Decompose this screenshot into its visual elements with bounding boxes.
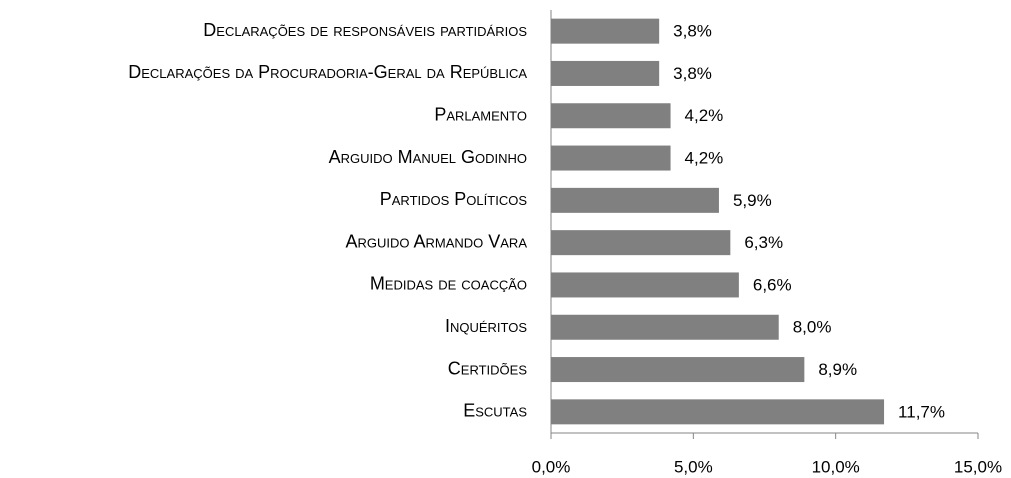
x-tick-label: 0,0% bbox=[532, 457, 571, 476]
bar bbox=[551, 314, 779, 340]
data-label: 8,9% bbox=[818, 360, 857, 379]
bar bbox=[551, 357, 805, 383]
category-label: Declarações de responsáveis partidários bbox=[203, 20, 527, 40]
bar bbox=[551, 399, 885, 425]
x-tick-label: 15,0% bbox=[954, 457, 1002, 476]
bar bbox=[551, 272, 739, 298]
category-label: Inquéritos bbox=[445, 316, 527, 336]
data-label: 3,8% bbox=[673, 22, 712, 41]
bar bbox=[551, 18, 660, 44]
data-label: 5,9% bbox=[733, 191, 772, 210]
bar bbox=[551, 230, 731, 256]
bar bbox=[551, 103, 671, 129]
x-tick-label: 10,0% bbox=[812, 457, 860, 476]
bar bbox=[551, 60, 660, 86]
data-label: 8,0% bbox=[793, 318, 832, 337]
category-label: Certidões bbox=[448, 358, 528, 378]
x-tick-label: 5,0% bbox=[674, 457, 713, 476]
data-label: 3,8% bbox=[673, 64, 712, 83]
data-label: 6,3% bbox=[744, 233, 783, 252]
category-label: Arguido Armando Vara bbox=[345, 231, 527, 251]
category-label: Declarações da Procuradoria-Geral da Rep… bbox=[128, 62, 527, 82]
data-label: 6,6% bbox=[753, 275, 792, 294]
category-label: Medidas de coacção bbox=[370, 274, 527, 294]
data-label: 4,2% bbox=[685, 106, 724, 125]
bar bbox=[551, 187, 719, 213]
category-label: Arguido Manuel Godinho bbox=[329, 147, 527, 167]
category-label: Parlamento bbox=[434, 105, 527, 125]
data-label: 4,2% bbox=[685, 149, 724, 168]
category-label: Partidos Políticos bbox=[380, 189, 528, 209]
data-label: 11,7% bbox=[898, 402, 945, 421]
category-label: Escutas bbox=[463, 401, 527, 421]
bar bbox=[551, 145, 671, 171]
